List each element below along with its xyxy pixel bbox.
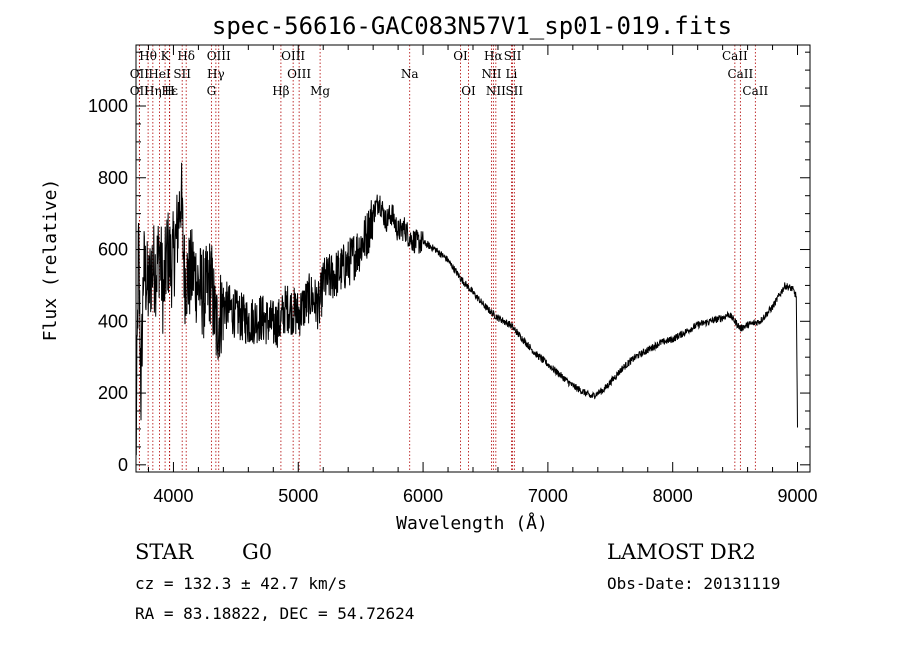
object-class: STAR	[135, 540, 194, 564]
chart-title: spec-56616-GAC083N57V1_sp01-019.fits	[212, 12, 732, 40]
line-marker-label-18: OII	[130, 84, 150, 98]
line-marker-label-16: Li	[506, 67, 518, 81]
line-marker-label-2: Hδ	[177, 49, 195, 63]
line-marker-label-0: Hθ	[139, 49, 157, 63]
obs-date: Obs-Date: 20131119	[607, 574, 781, 593]
y-tick-label: 800	[98, 168, 128, 188]
x-axis-label: Wavelength (Å)	[396, 512, 548, 534]
y-tick-label: 600	[98, 240, 128, 260]
y-axis-ticks: 0 200 400 600 800 1000	[88, 51, 810, 475]
line-marker-label-14: Na	[401, 67, 419, 81]
x-axis-ticks: 4000 5000 6000 7000 8000 9000	[147, 45, 818, 506]
line-marker-label-21: H	[164, 84, 174, 98]
x-tick-label: 8000	[653, 486, 693, 506]
line-marker-label-20: Hη	[144, 84, 162, 98]
line-marker-label-9: OII	[130, 67, 150, 81]
line-marker-label-8: CaII	[722, 49, 748, 63]
redshift-text: cz = 132.3 ± 42.7 km/s	[135, 574, 347, 593]
line-marker-label-13: OIII	[287, 67, 311, 81]
line-marker-label-28: CaII	[742, 84, 768, 98]
line-marker-label-15: NII	[481, 67, 501, 81]
line-marker-label-1: K	[161, 49, 171, 63]
line-marker-label-5: OI	[453, 49, 468, 63]
y-tick-label: 200	[98, 383, 128, 403]
line-marker-label-11: SII	[173, 67, 191, 81]
x-tick-label: 5000	[278, 486, 318, 506]
y-tick-label: 400	[98, 311, 128, 331]
line-marker-label-4: OIII	[281, 49, 305, 63]
object-subclass: G0	[242, 540, 273, 564]
y-axis-label: Flux (relative)	[40, 179, 61, 342]
line-marker-label-23: Hβ	[272, 84, 289, 98]
line-marker-label-24: Mg	[310, 84, 330, 98]
x-tick-label: 9000	[777, 486, 817, 506]
coordinates: RA = 83.18822, DEC = 54.72624	[135, 604, 415, 623]
line-marker-label-6: Hα	[484, 49, 503, 63]
plot-frame	[135, 44, 811, 473]
line-marker-label-17: CaII	[727, 67, 753, 81]
survey-name: LAMOST DR2	[607, 540, 756, 564]
line-marker-label-27: SII	[505, 84, 523, 98]
y-tick-label: 0	[118, 455, 128, 475]
line-marker-label-12: Hγ	[207, 67, 225, 81]
x-tick-label: 7000	[528, 486, 568, 506]
line-marker-label-3: OIII	[207, 49, 231, 63]
line-marker-label-7: SII	[504, 49, 522, 63]
spectrum-series-line	[135, 162, 798, 456]
line-marker-label-26: NII	[486, 84, 506, 98]
x-tick-label: 6000	[403, 486, 443, 506]
x-tick-label: 4000	[153, 486, 193, 506]
line-marker-label-25: OI	[461, 84, 476, 98]
line-marker-label-22: G	[207, 84, 217, 98]
y-tick-label: 1000	[88, 96, 128, 116]
line-marker-label-10: HeI	[148, 67, 171, 81]
line-marker-label-19: Hε	[161, 84, 178, 98]
